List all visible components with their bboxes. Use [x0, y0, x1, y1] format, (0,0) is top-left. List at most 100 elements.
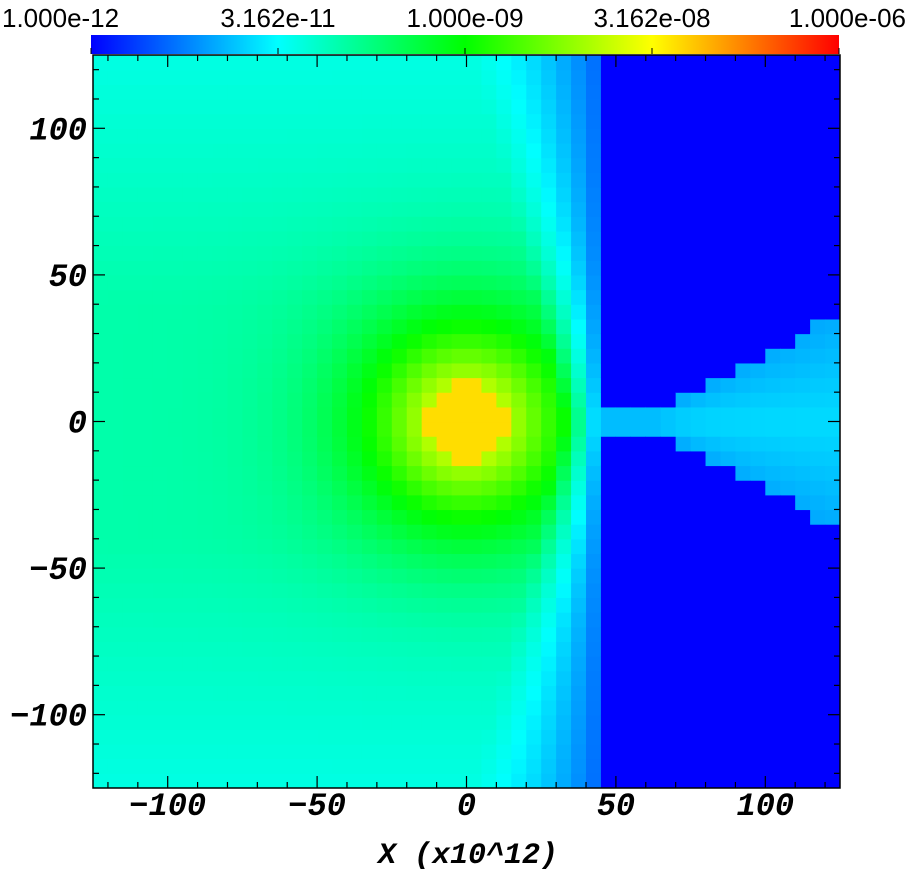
heatmap-cell — [630, 55, 647, 71]
heatmap-cell — [496, 553, 512, 569]
heatmap-cell — [571, 450, 587, 467]
heatmap-cell — [795, 201, 811, 217]
heatmap-cell — [436, 98, 453, 115]
heatmap-cell — [257, 304, 273, 320]
heatmap-cell — [586, 465, 602, 481]
heatmap-cell — [451, 729, 468, 745]
heatmap-cell — [302, 612, 318, 628]
heatmap-cell — [361, 289, 378, 305]
heatmap-cell — [780, 245, 796, 261]
heatmap-cell — [287, 656, 303, 672]
heatmap-cell — [660, 304, 677, 320]
heatmap-cell — [122, 142, 139, 159]
heatmap-cell — [735, 216, 751, 232]
heatmap-cell — [227, 480, 243, 496]
heatmap-cell — [466, 348, 483, 364]
heatmap-cell — [227, 700, 243, 716]
heatmap-cell — [137, 230, 154, 247]
heatmap-cell — [675, 626, 692, 642]
heatmap-cell — [317, 304, 333, 320]
heatmap-cell — [361, 568, 378, 584]
heatmap-cell — [765, 436, 781, 452]
x-axis-title: X (x10^12) — [376, 839, 558, 871]
heatmap-cell — [361, 714, 378, 730]
heatmap-cell — [346, 142, 363, 159]
heatmap-cell — [391, 480, 408, 496]
heatmap-cell — [586, 641, 602, 657]
heatmap-cell — [227, 333, 243, 349]
heatmap-cell — [212, 98, 229, 115]
heatmap-cell — [272, 744, 288, 760]
heatmap-cell — [615, 744, 632, 760]
heatmap-cell — [332, 656, 348, 672]
heatmap-cell — [526, 289, 542, 305]
heatmap-cell — [212, 304, 229, 320]
heatmap-cell — [451, 773, 468, 788]
heatmap-cell — [705, 612, 722, 628]
heatmap-cell — [332, 289, 348, 305]
heatmap-cell — [227, 524, 243, 540]
heatmap-cell — [346, 98, 363, 115]
heatmap-cell — [436, 538, 453, 555]
heatmap-cell — [227, 758, 243, 774]
heatmap-cell — [765, 318, 781, 335]
heatmap-cell — [197, 494, 214, 511]
heatmap-cell — [421, 245, 438, 261]
heatmap-cell — [541, 348, 557, 364]
heatmap-cell — [690, 612, 707, 628]
heatmap-cell — [197, 670, 214, 686]
heatmap-cell — [541, 55, 557, 71]
heatmap-cell — [705, 260, 722, 276]
heatmap-cell — [765, 377, 781, 393]
heatmap-cell — [212, 142, 229, 159]
heatmap-cell — [705, 421, 722, 437]
heatmap-cell — [630, 656, 647, 672]
heatmap-cell — [750, 597, 766, 613]
heatmap-cell — [765, 142, 781, 159]
heatmap-cell — [720, 700, 737, 716]
heatmap-cell — [615, 656, 632, 672]
heatmap-cell — [212, 201, 229, 217]
heatmap-cell — [780, 553, 796, 569]
heatmap-cell — [750, 172, 766, 188]
heatmap-cell — [317, 377, 333, 393]
heatmap-cell — [242, 172, 258, 188]
heatmap-cell — [152, 157, 169, 173]
heatmap-cell — [332, 450, 348, 467]
heatmap-cell — [556, 128, 572, 144]
heatmap-cell — [825, 55, 840, 71]
heatmap-cell — [630, 421, 647, 437]
heatmap-cell — [690, 157, 707, 173]
heatmap-cell — [451, 392, 468, 408]
heatmap-cell — [466, 113, 483, 129]
heatmap-cell — [571, 142, 587, 159]
heatmap-cell — [825, 216, 840, 232]
heatmap-cell — [107, 348, 124, 364]
heatmap-cell — [227, 509, 243, 525]
heatmap-cell — [93, 318, 109, 335]
heatmap-cell — [376, 406, 393, 423]
heatmap-cell — [720, 245, 737, 261]
heatmap-cell — [332, 304, 348, 320]
heatmap-cell — [182, 773, 199, 788]
heatmap-cell — [436, 656, 453, 672]
heatmap-cell — [526, 362, 542, 379]
heatmap-cell — [795, 421, 811, 437]
heatmap-cell — [720, 450, 737, 467]
heatmap-cell — [137, 274, 154, 291]
heatmap-cell — [122, 670, 139, 686]
heatmap-cell — [287, 55, 303, 71]
heatmap-cell — [600, 421, 617, 437]
heatmap-cell — [526, 245, 542, 261]
heatmap-cell — [227, 714, 243, 730]
colorbar-tick-label: 3.162e-08 — [593, 3, 710, 33]
heatmap-cell — [511, 201, 527, 217]
heatmap-cell — [93, 450, 109, 467]
heatmap-cell — [765, 597, 781, 613]
heatmap-cell — [541, 230, 557, 247]
heatmap-cell — [511, 318, 527, 335]
heatmap-cell — [317, 113, 333, 129]
heatmap-cell — [556, 436, 572, 452]
heatmap-cell — [317, 656, 333, 672]
heatmap-cell — [287, 348, 303, 364]
